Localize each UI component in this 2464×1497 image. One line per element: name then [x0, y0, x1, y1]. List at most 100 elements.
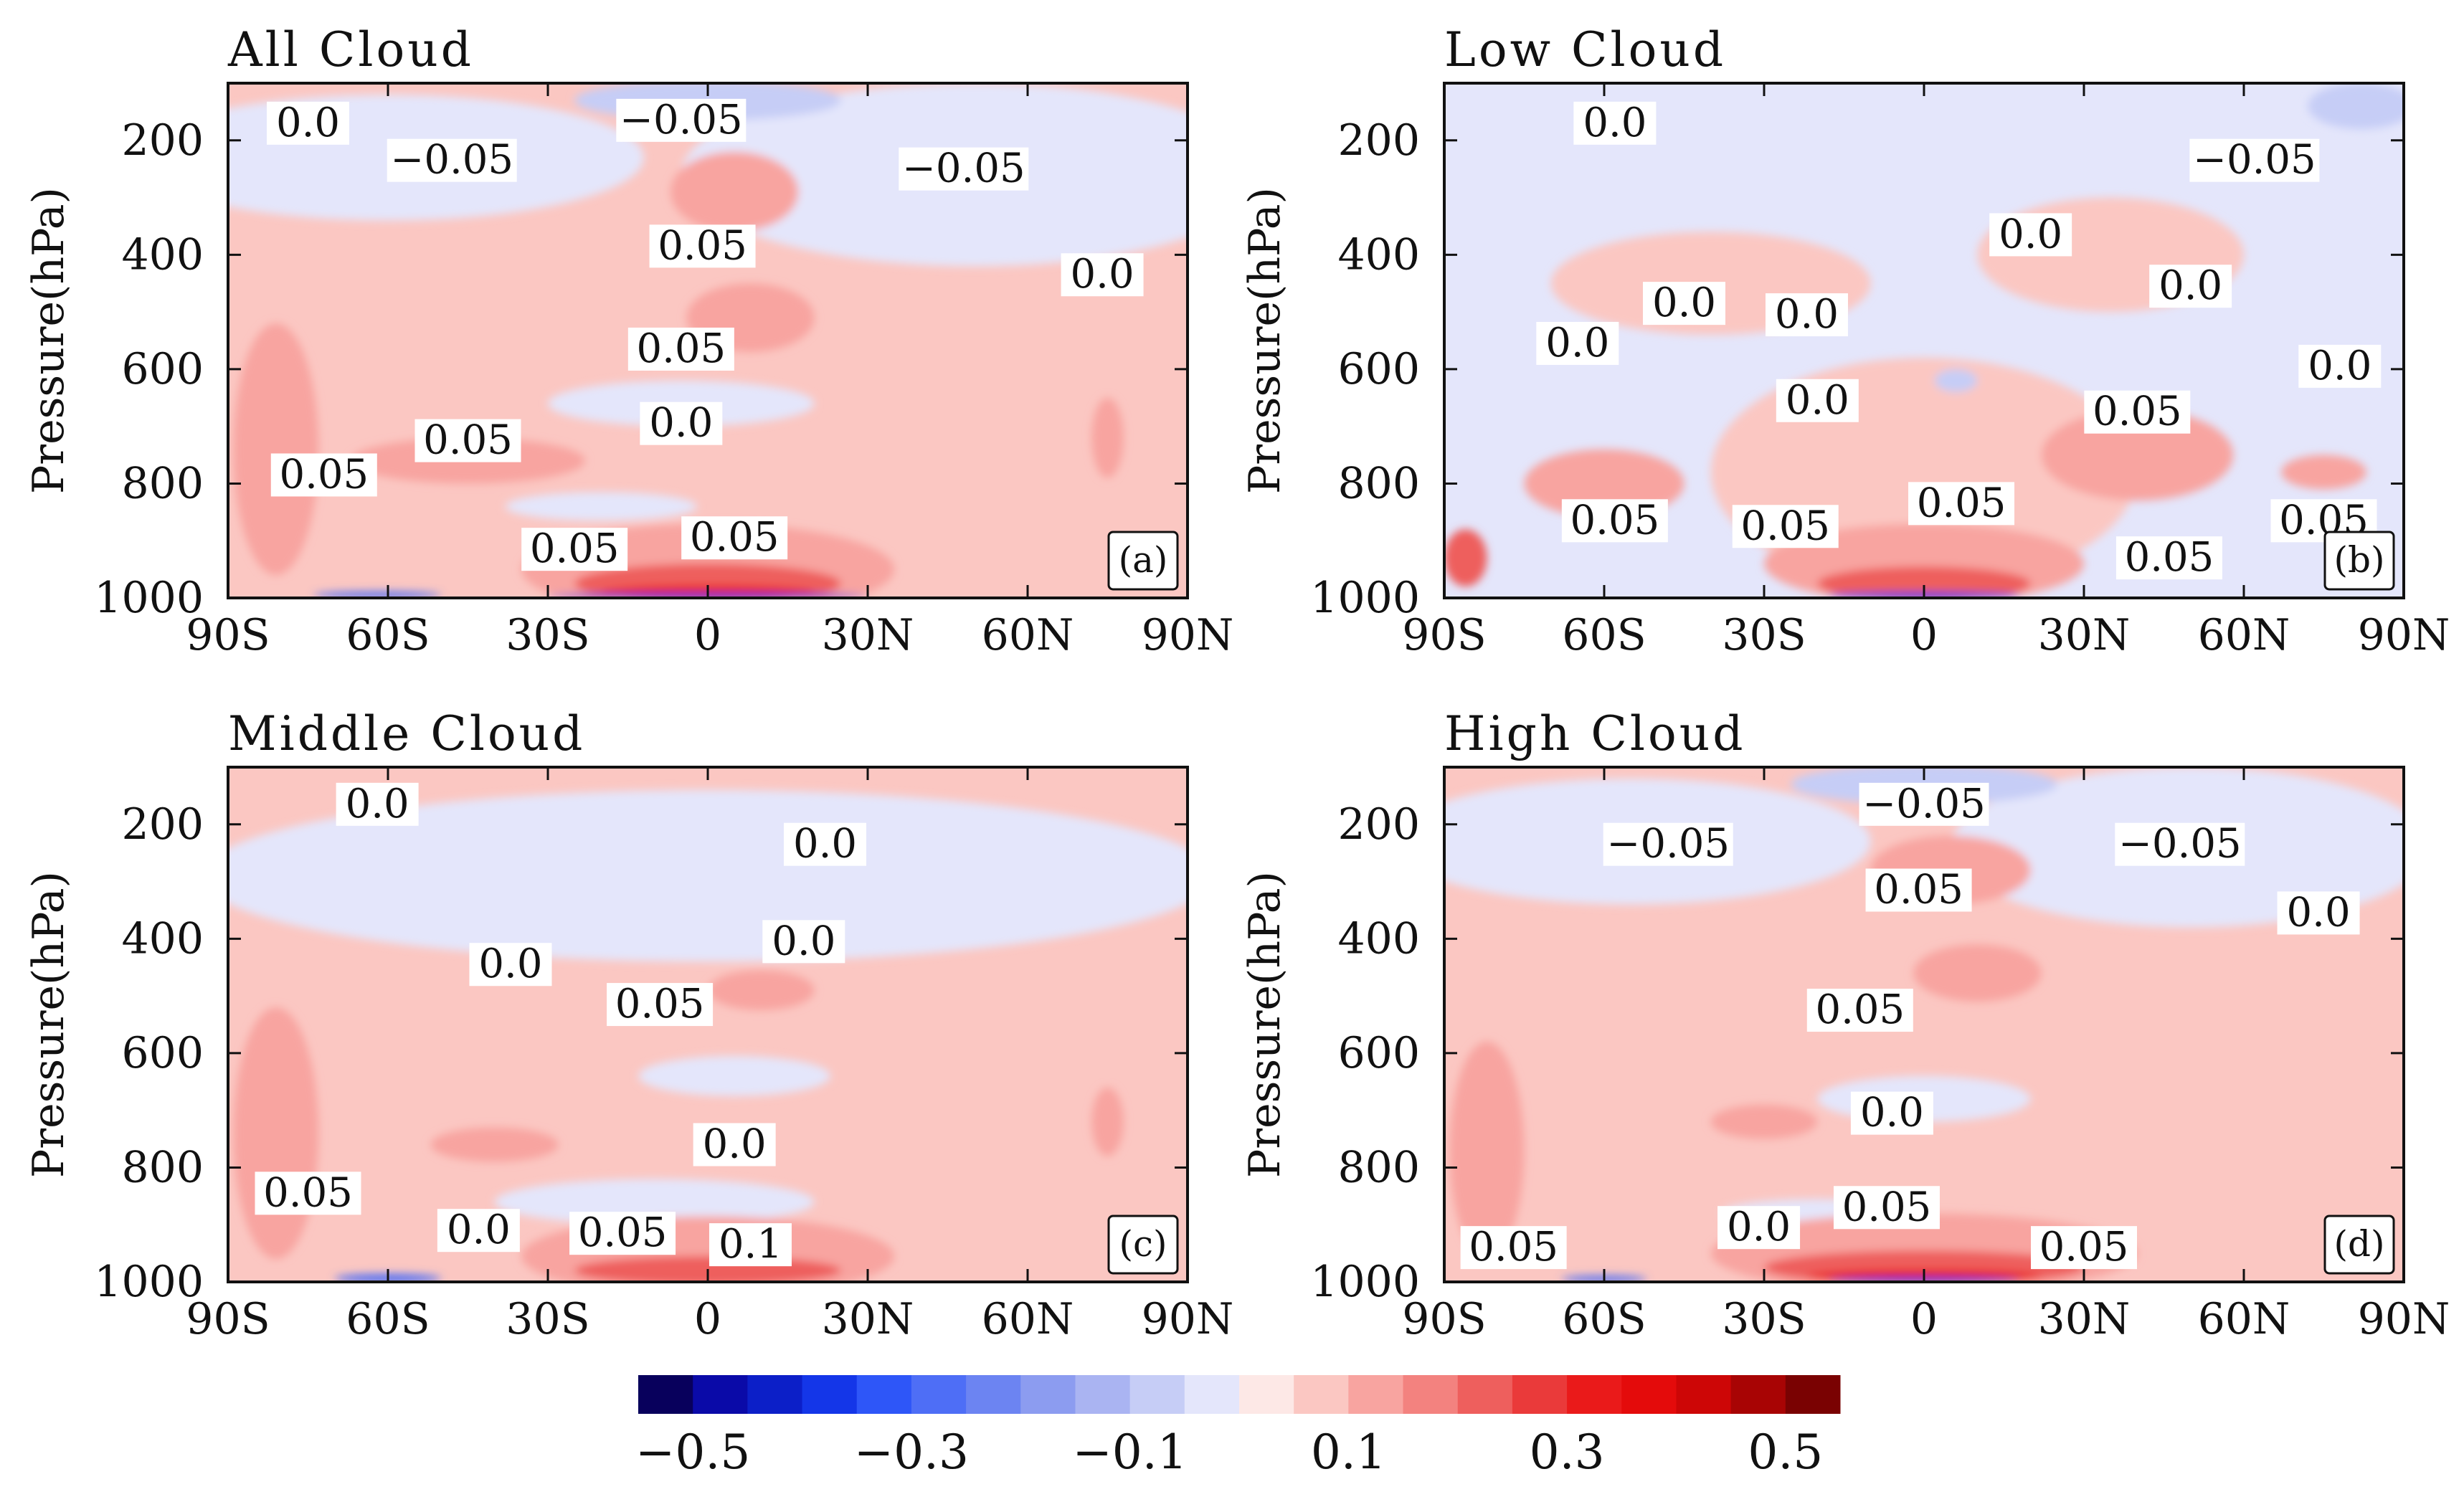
contour-label: 0.0 [437, 1207, 520, 1253]
svg-text:0.05: 0.05 [636, 325, 726, 372]
svg-text:0.0: 0.0 [703, 1121, 767, 1168]
contour-label: 0.0 [784, 821, 867, 868]
contour-label: 0.05 [1561, 497, 1668, 543]
svg-text:0.05: 0.05 [263, 1169, 353, 1216]
x-tick-label: 30N [2038, 610, 2131, 660]
x-tick-label: 30N [822, 1294, 914, 1344]
svg-text:0.0: 0.0 [1071, 251, 1134, 298]
y-tick-label: 600 [121, 1028, 204, 1078]
x-tick-label: 60S [346, 1294, 430, 1344]
x-tick-label: 30N [2038, 1294, 2131, 1344]
contour-label: 0.0 [469, 941, 552, 987]
panel-letter: (b) [2323, 531, 2395, 591]
contour-label: 0.05 [681, 514, 788, 561]
contour-label: 0.0 [1573, 100, 1657, 146]
contour-label: 0.0 [1850, 1090, 1933, 1136]
colorbar-swatch [693, 1375, 748, 1414]
svg-text:0.0: 0.0 [1583, 100, 1646, 146]
contour-label: 0.05 [2031, 1224, 2137, 1270]
panel-letter: (c) [1107, 1215, 1179, 1275]
field-region [670, 151, 799, 232]
contour-label: −0.05 [387, 137, 517, 184]
field-region [313, 591, 442, 598]
svg-text:0.05: 0.05 [578, 1210, 668, 1256]
contour-label: 0.0 [2298, 343, 2382, 389]
svg-text:0.05: 0.05 [1469, 1224, 1558, 1270]
colorbar-swatch [1621, 1375, 1677, 1414]
contour-label: 0.0 [1061, 251, 1144, 298]
panel-1: 90S 60S 30S 0 30N 60N 90N 200 400 600 800 1000 Press… [1240, 22, 2450, 660]
field-region [638, 1055, 830, 1096]
contour-label: 0.05 [2115, 534, 2222, 581]
y-tick-label: 800 [1337, 1142, 1420, 1192]
svg-text:(b): (b) [2333, 539, 2384, 581]
x-tick-label: 60S [1562, 610, 1646, 660]
field-region [228, 789, 1188, 962]
svg-text:0.05: 0.05 [1570, 497, 1660, 543]
svg-text:0.0: 0.0 [793, 821, 857, 868]
colorbar-tick-label: −0.5 [635, 1425, 750, 1480]
contour-label: 0.0 [1765, 291, 1848, 338]
y-tick-label: 400 [1337, 913, 1420, 964]
y-tick-label: 400 [121, 913, 204, 964]
y-tick-label: 200 [1337, 799, 1420, 850]
y-tick-label: 600 [1337, 344, 1420, 394]
x-tick-label: 60N [982, 610, 1074, 660]
svg-text:0.0: 0.0 [447, 1207, 511, 1253]
svg-text:0.05: 0.05 [1842, 1184, 1932, 1230]
y-tick-label: 1000 [1310, 573, 1420, 623]
colorbar-swatch [1403, 1375, 1459, 1414]
contour-label: −0.05 [616, 97, 747, 143]
y-tick-label: 800 [121, 1142, 204, 1192]
y-axis-label: Pressure(hPa) [24, 871, 74, 1178]
contour-label: 0.0 [2149, 262, 2232, 309]
y-tick-label: 800 [1337, 458, 1420, 508]
x-tick-label: 90S [1402, 610, 1486, 660]
svg-text:0.0: 0.0 [1786, 377, 1849, 424]
svg-text:0.05: 0.05 [658, 222, 747, 269]
panel-2: 90S 60S 30S 0 30N 60N 90N 200 400 600 800 1000 Press… [24, 706, 1233, 1344]
svg-text:0.0: 0.0 [1652, 280, 1716, 326]
contour-label: 0.0 [1989, 211, 2072, 257]
contour-label: 0.0 [1536, 320, 1619, 366]
contour-label: 0.05 [649, 222, 756, 269]
field-region [1444, 529, 1487, 587]
y-tick-label: 600 [1337, 1028, 1420, 1078]
svg-text:(c): (c) [1119, 1223, 1167, 1265]
contour-label: 0.05 [1865, 867, 1972, 913]
svg-text:(a): (a) [1119, 539, 1168, 581]
x-tick-label: 0 [694, 1294, 721, 1344]
y-tick-label: 200 [121, 799, 204, 850]
svg-text:0.05: 0.05 [2093, 389, 2182, 435]
field-region [1913, 944, 2042, 1002]
y-tick-label: 800 [121, 458, 204, 508]
colorbar-tick-label: 0.1 [1311, 1425, 1386, 1480]
field-region [233, 323, 319, 576]
contour-label: −0.05 [899, 146, 1029, 192]
svg-text:−0.05: −0.05 [620, 97, 743, 143]
svg-text:0.0: 0.0 [1545, 320, 1609, 366]
svg-text:0.1: 0.1 [719, 1221, 782, 1268]
colorbar-swatch [638, 1375, 693, 1414]
contour-label: 0.05 [1460, 1224, 1567, 1270]
field-region [1449, 1041, 1525, 1260]
colorbar-tick-label: 0.3 [1530, 1425, 1605, 1480]
colorbar-tick-label: −0.1 [1073, 1425, 1188, 1480]
contour-field [228, 767, 1188, 1282]
svg-text:−0.05: −0.05 [2193, 137, 2316, 184]
contour-label: 0.05 [2084, 389, 2191, 435]
x-tick-label: 90S [186, 1294, 270, 1344]
svg-text:0.05: 0.05 [279, 451, 369, 498]
x-tick-label: 90N [1142, 610, 1234, 660]
svg-text:0.05: 0.05 [1815, 987, 1905, 1033]
contour-label: 0.05 [569, 1210, 676, 1256]
field-region [1817, 566, 2031, 598]
field-region [2281, 455, 2366, 490]
field-region [1091, 397, 1124, 478]
svg-text:0.0: 0.0 [2159, 262, 2222, 309]
svg-text:0.0: 0.0 [2287, 889, 2351, 936]
svg-text:−0.05: −0.05 [1862, 781, 1986, 827]
panel-title: Low Cloud [1444, 22, 1726, 77]
field-region [505, 492, 698, 521]
